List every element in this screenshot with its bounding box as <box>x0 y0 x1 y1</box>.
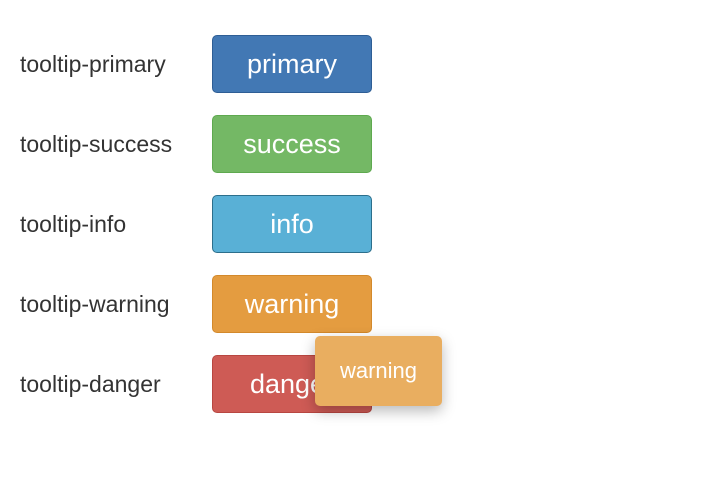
row-tooltip-primary: tooltip-primary primary <box>20 35 372 93</box>
row-label: tooltip-primary <box>20 50 166 77</box>
row-label: tooltip-success <box>20 130 173 157</box>
row-label: tooltip-warning <box>20 290 170 317</box>
primary-button[interactable]: primary <box>212 35 372 93</box>
warning-tooltip: warning <box>315 336 442 406</box>
row-tooltip-warning: tooltip-warning warning <box>20 275 372 333</box>
info-button[interactable]: info <box>212 195 372 253</box>
row-label: tooltip-danger <box>20 370 161 397</box>
row-tooltip-info: tooltip-info info <box>20 195 372 253</box>
success-button[interactable]: success <box>212 115 372 173</box>
row-tooltip-success: tooltip-success success <box>20 115 372 173</box>
row-label: tooltip-info <box>20 210 127 237</box>
warning-button[interactable]: warning <box>212 275 372 333</box>
